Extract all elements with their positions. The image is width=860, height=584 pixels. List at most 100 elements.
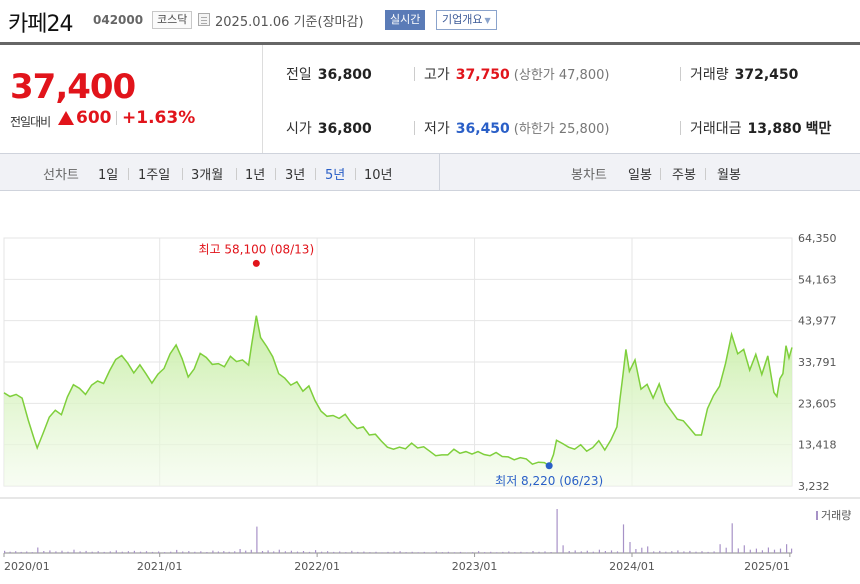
period-separator xyxy=(705,168,706,180)
price-change-percent: +1.63% xyxy=(122,108,196,128)
chart-period-bar: 선차트 1일 1주일 3개월 1년 3년 5년 10년 봉차트 일봉 주봉 월봉 xyxy=(0,153,860,191)
stat-sub: (하한가 25,800) xyxy=(513,122,610,137)
volume-bar xyxy=(453,552,456,553)
volume-bar xyxy=(133,550,135,553)
volume-bar xyxy=(357,551,359,553)
volume-bar xyxy=(182,551,184,553)
candle-monthly[interactable]: 월봉 xyxy=(717,168,741,183)
quote-date-value: 2025.01.06 xyxy=(215,15,290,30)
calendar-icon xyxy=(198,13,210,26)
stat-separator xyxy=(414,121,415,135)
volume-bar xyxy=(176,549,178,553)
volume-bar xyxy=(363,551,365,553)
volume-bar xyxy=(273,551,275,553)
volume-bar xyxy=(145,551,148,553)
period-separator xyxy=(660,168,661,180)
volume-bar xyxy=(308,551,311,553)
volume-bar xyxy=(15,551,17,553)
stat-separator xyxy=(680,67,681,81)
volume-bar xyxy=(472,552,474,553)
stock-name: 카페24 xyxy=(8,12,73,37)
change-label: 전일대비 xyxy=(10,115,51,129)
price-area xyxy=(4,315,792,486)
period-1w[interactable]: 1주일 xyxy=(138,168,171,183)
period-separator xyxy=(236,168,237,180)
x-tick-label: 2021/01 xyxy=(137,560,183,573)
volume-bar xyxy=(31,552,33,553)
volume-bar xyxy=(647,546,649,553)
period-bar-divider xyxy=(439,154,440,191)
candle-daily[interactable]: 일봉 xyxy=(628,168,652,183)
volume-bar xyxy=(683,551,685,553)
volume-bar xyxy=(37,547,39,553)
volume-bar xyxy=(791,548,793,553)
volume-bar xyxy=(267,550,269,553)
y-tick-label: 54,163 xyxy=(798,273,837,286)
line-chart-title: 선차트 xyxy=(43,168,79,183)
x-tick-label: 2023/01 xyxy=(452,560,498,573)
volume-legend: 거래량 xyxy=(821,509,851,522)
period-separator xyxy=(355,168,356,180)
period-1y[interactable]: 1년 xyxy=(245,168,266,183)
stat-label: 고가 xyxy=(424,67,450,83)
volume-bar xyxy=(234,551,236,553)
period-10y[interactable]: 10년 xyxy=(364,168,393,183)
stat-unit: 백만 xyxy=(805,121,832,137)
price-chart: 64,350 54,163 43,977 33,791 23,605 13,418 3,23… xyxy=(0,232,860,573)
volume-bar xyxy=(43,551,45,553)
volume-bar xyxy=(411,551,413,553)
stat-value: 13,880 xyxy=(747,121,802,137)
x-tick-label: 2025/01 xyxy=(744,560,790,573)
period-5y[interactable]: 5년 xyxy=(325,168,346,183)
volume-bar xyxy=(67,551,69,553)
period-separator xyxy=(128,168,129,180)
volume-bar xyxy=(245,550,247,553)
volume-bar xyxy=(580,551,582,553)
volume-bar xyxy=(671,551,673,553)
stock-header: 카페24 042000 코스닥 2025.01.06 기준(장마감) 실시간 기… xyxy=(0,0,860,42)
volume-bar xyxy=(115,550,117,553)
volume-bar xyxy=(151,551,154,553)
volume-bar xyxy=(212,550,214,553)
x-tick-label: 2024/01 xyxy=(609,560,655,573)
volume-bar xyxy=(749,549,751,553)
stat-value: 36,800 xyxy=(317,67,372,83)
volume-bar xyxy=(405,552,407,553)
realtime-button[interactable]: 실시간 xyxy=(385,10,426,30)
volume-bar xyxy=(592,551,594,553)
volume-bar xyxy=(653,551,655,553)
volume-bar xyxy=(109,551,111,553)
period-3y[interactable]: 3년 xyxy=(285,168,306,183)
volume-bar xyxy=(520,551,522,553)
volume-bar xyxy=(616,551,619,553)
company-overview-button[interactable]: 기업개요 ▼ xyxy=(436,10,497,30)
volume-bar xyxy=(158,551,160,553)
volume-bar xyxy=(278,549,280,553)
stat-label: 거래량 xyxy=(690,67,729,83)
candle-weekly[interactable]: 주봉 xyxy=(672,168,696,183)
period-separator xyxy=(315,168,316,180)
high-point-marker xyxy=(252,259,260,267)
volume-bar xyxy=(345,552,347,553)
period-1d[interactable]: 1일 xyxy=(98,168,119,183)
volume-bar xyxy=(333,551,335,553)
stat-sub: (상한가 47,800) xyxy=(513,68,610,83)
volume-bar xyxy=(73,549,75,553)
volume-bar xyxy=(786,544,788,553)
header-divider xyxy=(0,42,860,45)
volume-bar xyxy=(256,526,258,553)
volume-bar xyxy=(97,551,99,553)
volume-bar xyxy=(478,551,480,553)
volume-bar xyxy=(26,551,28,553)
period-separator xyxy=(275,168,276,180)
volume-bar xyxy=(629,542,631,553)
period-3m[interactable]: 3개월 xyxy=(191,168,224,183)
volume-bar xyxy=(544,551,546,553)
volume-bar xyxy=(598,549,600,553)
stat-value: 36,450 xyxy=(455,121,510,137)
low-annotation: 최저 8,220 (06/23) xyxy=(495,474,603,488)
volume-bar xyxy=(423,551,425,553)
stats-panel: 전일 36,800 시가 36,800 고가 37,750 (상한가 47,800) 저… xyxy=(264,45,860,153)
volume-bar xyxy=(55,551,57,553)
stat-label: 저가 xyxy=(424,121,450,137)
